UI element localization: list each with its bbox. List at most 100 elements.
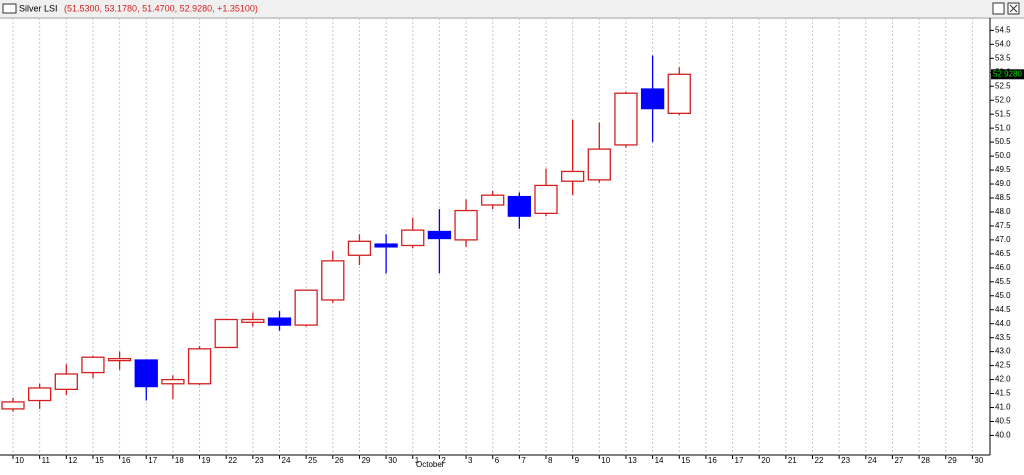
y-tick-label: 48.5 [995, 193, 1011, 202]
x-tick-label: 30 [388, 456, 397, 465]
close-icon [1009, 4, 1018, 13]
y-tick-label: 50.5 [995, 137, 1011, 146]
x-tick-label: 22 [815, 456, 824, 465]
y-tick-label: 42.5 [995, 361, 1011, 370]
candle-body [347, 240, 372, 256]
y-tick-label: 43.0 [995, 347, 1011, 356]
candle-body [54, 373, 78, 391]
y-tick-label: 40.0 [995, 431, 1011, 440]
x-tick-label: 17 [735, 456, 744, 465]
candle-body [241, 318, 265, 323]
candle-body [187, 348, 212, 385]
x-tick-label: 26 [335, 456, 344, 465]
candle-body [507, 195, 532, 217]
y-tick-label: 52.0 [995, 95, 1011, 104]
x-tick-label: 16 [122, 456, 131, 465]
x-tick-label: 30 [974, 456, 983, 465]
x-tick-label: 3 [468, 456, 473, 465]
candle-body [134, 359, 158, 388]
y-tick-label: 46.0 [995, 263, 1011, 272]
x-tick-label: 10 [601, 456, 610, 465]
x-tick-label: 10 [15, 456, 24, 465]
last-price-box [991, 69, 1024, 80]
x-tick-label: 15 [95, 456, 104, 465]
x-tick-label: 8 [548, 456, 553, 465]
y-tick-label: 47.5 [995, 221, 1011, 230]
y-tick-label: 45.5 [995, 277, 1011, 286]
y-tick-label: 49.0 [995, 179, 1011, 188]
candle-body [481, 194, 505, 206]
candle-body [161, 378, 185, 385]
candle-body [640, 88, 665, 110]
x-tick-label: 1 [415, 456, 420, 465]
chart-subtitle: (51.5300, 53.1780, 51.4700, 52.9280, +1.… [64, 3, 258, 13]
candle-body [667, 73, 691, 114]
x-tick-label: 16 [708, 456, 717, 465]
x-tick-label: 6 [495, 456, 500, 465]
x-tick-label: 12 [68, 456, 77, 465]
y-tick-label: 41.0 [995, 403, 1011, 412]
restore-button[interactable] [992, 2, 1005, 15]
y-tick-label: 44.0 [995, 319, 1011, 328]
candle-body [267, 317, 292, 326]
x-tick-label: 13 [628, 456, 637, 465]
candle-body [107, 357, 132, 362]
candle-body [614, 92, 638, 146]
y-tick-label: 44.5 [995, 305, 1011, 314]
x-tick-label: 23 [255, 456, 264, 465]
x-tick-label: 27 [894, 456, 903, 465]
y-tick-label: 46.5 [995, 249, 1011, 258]
candle-body [81, 356, 105, 374]
x-tick-label: 7 [521, 456, 526, 465]
candle-body [1, 401, 25, 410]
x-tick-label: 24 [868, 456, 877, 465]
x-tick-label: 9 [575, 456, 580, 465]
x-tick-label: 23 [841, 456, 850, 465]
x-tick-label: 14 [655, 456, 664, 465]
x-tick-label: 11 [42, 456, 51, 465]
y-tick-label: 53.5 [995, 53, 1011, 62]
candle-body [587, 148, 611, 181]
y-tick-label: 52.5 [995, 81, 1011, 90]
plot: 40.0 40.5 41.0 41.5 42.0 42.5 43.0 43.5 44.0 44.5… [1, 18, 1011, 465]
y-tick-label: 50.0 [995, 151, 1011, 160]
candle-body [561, 170, 585, 182]
y-tick-label: 40.5 [995, 417, 1011, 426]
x-tick-label: 20 [761, 456, 770, 465]
x-tick-label: 28 [921, 456, 930, 465]
month-label: October [416, 460, 445, 469]
x-tick-label: 24 [282, 456, 291, 465]
title-bar [0, 0, 1024, 17]
y-tick-label: 51.5 [995, 109, 1011, 118]
y-tick-label: 49.5 [995, 165, 1011, 174]
y-tick-label: 54.0 [995, 39, 1011, 48]
x-tick-label: 15 [681, 456, 690, 465]
x-tick-label: 19 [202, 456, 211, 465]
y-tick-label: 45.0 [995, 291, 1011, 300]
y-tick-label: 42.0 [995, 375, 1011, 384]
y-tick-label: 51.0 [995, 123, 1011, 132]
candle-body [534, 184, 558, 215]
y-tick-label: 48.0 [995, 207, 1011, 216]
candle-body [374, 243, 398, 248]
candle-body [401, 229, 425, 247]
window-icon [2, 3, 17, 14]
candle-body [27, 387, 52, 402]
y-tick-label: 54.5 [995, 25, 1011, 34]
last-price-label: 52.9280 [993, 69, 1022, 78]
candle-body [214, 318, 238, 349]
x-tick-label: 25 [308, 456, 317, 465]
y-tick-label: 41.5 [995, 389, 1011, 398]
x-tick-label: 17 [148, 456, 157, 465]
x-tick-label: 22 [228, 456, 237, 465]
y-tick-label: 43.5 [995, 333, 1011, 342]
candle-body [294, 289, 318, 326]
candle-body [454, 209, 478, 241]
candle-body [321, 260, 345, 301]
x-tick-label: 2 [441, 456, 446, 465]
candle-body [427, 230, 452, 240]
chart-title: Silver LSI [19, 3, 58, 13]
x-tick-label: 29 [361, 456, 370, 465]
